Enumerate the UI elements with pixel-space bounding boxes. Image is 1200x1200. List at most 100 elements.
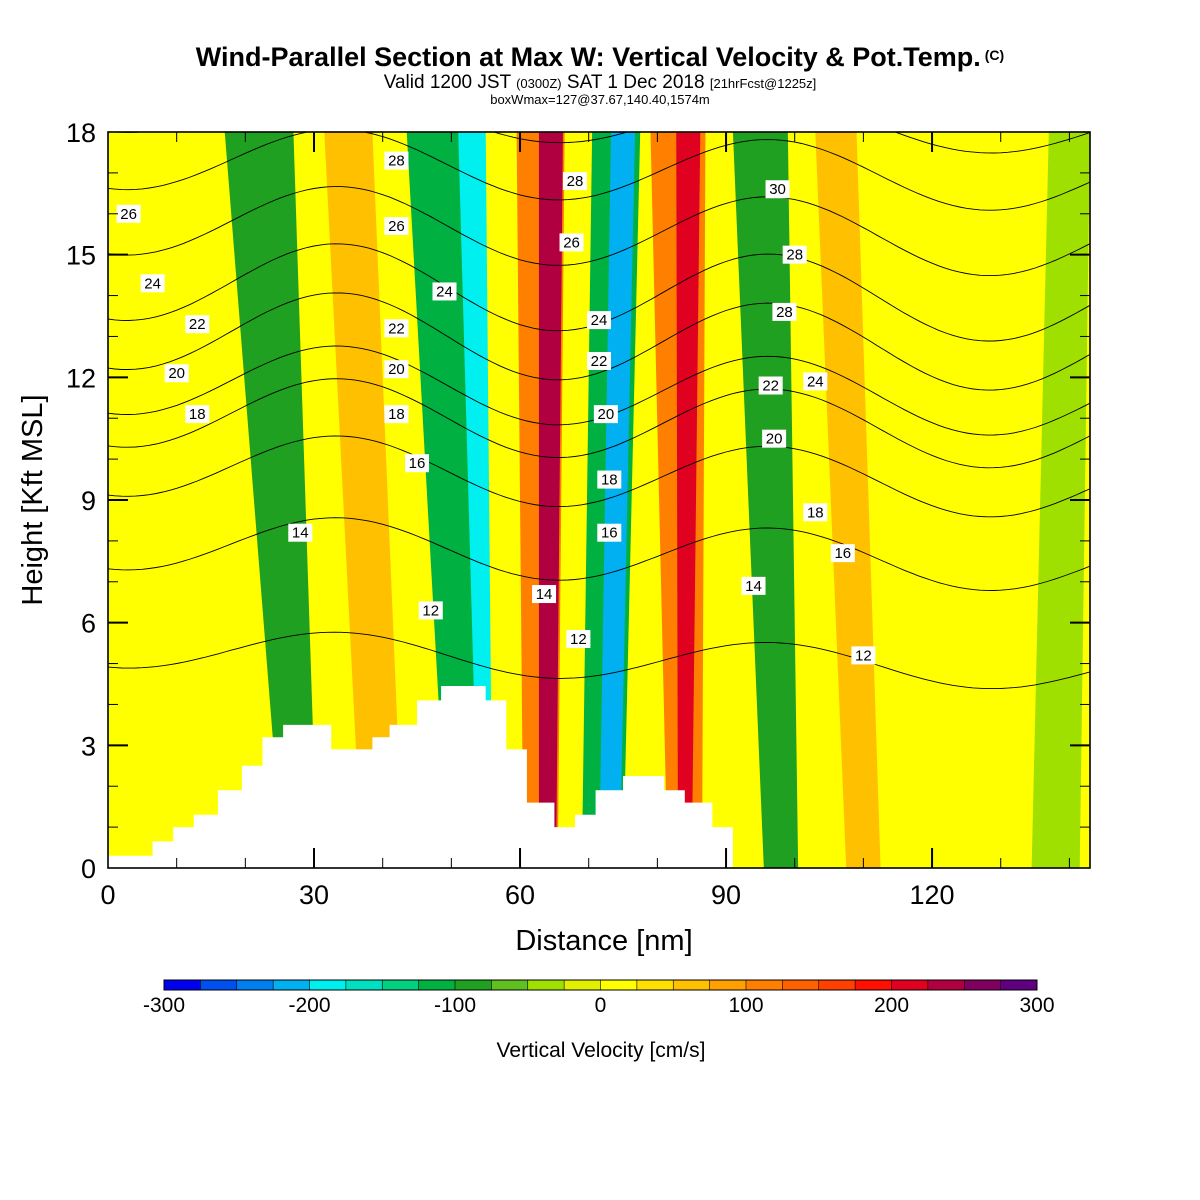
x-tick-label: 30 (299, 880, 329, 910)
contour-label-30: 16 (834, 545, 851, 562)
valid-date: SAT 1 Dec 2018 (566, 72, 705, 93)
contour-label-1: 24 (144, 275, 161, 292)
isentrope-12 (108, 631, 1090, 690)
contour-label-14: 28 (567, 173, 584, 190)
colorbar-tick-label: 200 (874, 994, 909, 1017)
contour-label-27: 24 (807, 373, 824, 390)
contour-label-21: 14 (536, 586, 553, 603)
colorbar-swatch-21 (927, 980, 965, 990)
colorbar-tick-label: 300 (1019, 994, 1054, 1017)
isentrope-16 (108, 435, 1090, 518)
contour-label-18: 20 (598, 406, 615, 423)
colorbar-tick-label: -100 (434, 994, 476, 1017)
contour-label-32: 12 (855, 647, 872, 664)
contour-label-5: 14 (292, 525, 309, 542)
velocity-band-5 (538, 132, 563, 868)
contour-label-box-14 (562, 172, 587, 191)
forecast-info: [21hrFcst@1225z] (709, 76, 817, 91)
contour-label-box-20 (597, 523, 622, 542)
contour-label-box-24 (782, 245, 807, 264)
isentrope-26 (108, 186, 1090, 277)
valid-utc: (0300Z) (516, 76, 562, 91)
contour-label-box-13 (418, 601, 443, 620)
contour-label-box-8 (432, 282, 457, 301)
contour-label-24: 28 (786, 247, 803, 264)
velocity-band-12 (1031, 132, 1090, 868)
contour-label-box-16 (587, 311, 611, 330)
y-tick-label: 12 (66, 363, 96, 393)
isentrope-18 (108, 378, 1090, 469)
velocity-band-1 (324, 132, 404, 868)
isentrope-14 (108, 517, 1090, 591)
colorbar-swatch-20 (891, 980, 929, 990)
y-tick-label: 3 (81, 731, 96, 761)
contour-label-4: 18 (189, 406, 206, 423)
contour-label-box-4 (185, 405, 210, 424)
contour-label-box-21 (532, 585, 557, 604)
colorbar-swatch-17 (782, 980, 820, 990)
contour-label-box-25 (772, 302, 797, 321)
contour-label-12: 16 (409, 455, 426, 472)
colorbar-swatch-7 (418, 980, 456, 990)
colorbar-swatch-18 (818, 980, 856, 990)
contour-label-0: 26 (120, 206, 137, 223)
contour-label-19: 18 (601, 472, 618, 489)
colorbar-label: Vertical Velocity [cm/s] (497, 1039, 706, 1062)
contour-label-box-5 (288, 523, 313, 542)
velocity-band-11 (815, 132, 881, 868)
colorbar-tick-label: -200 (288, 994, 330, 1017)
colorbar-swatch-19 (855, 980, 892, 990)
y-tick-label: 6 (81, 609, 96, 639)
contour-label-box-3 (164, 364, 189, 383)
contour-label-box-0 (116, 204, 141, 223)
colorbar-tick-label: -300 (143, 994, 185, 1017)
colorbar-swatch-23 (1000, 980, 1038, 990)
velocity-band-0 (224, 132, 318, 868)
x-tick-label: 120 (910, 880, 955, 910)
contour-label-10: 20 (388, 361, 405, 378)
contour-label-3: 20 (168, 365, 185, 382)
colorbar-swatch-11 (564, 980, 601, 990)
contour-label-22: 12 (570, 631, 587, 648)
colorbar-swatch-6 (382, 980, 420, 990)
colorbar-tick-label: 100 (728, 994, 763, 1017)
contour-label-box-31 (741, 576, 766, 595)
colorbar-swatch-9 (491, 980, 529, 990)
contour-label-15: 26 (563, 234, 580, 251)
colorbar-swatch-1 (200, 980, 238, 990)
chart-title-unit: (C) (984, 47, 1005, 63)
colorbar-swatch-16 (746, 980, 783, 990)
axis-ticks (108, 132, 1090, 868)
contour-label-6: 28 (388, 153, 405, 170)
chart-title-text: Wind-Parallel Section at Max W: Vertical… (195, 42, 981, 72)
contour-label-box-19 (597, 470, 622, 489)
box-info: boxWmax=127@37.67,140.40,1574m (490, 92, 710, 107)
colorbar-swatch-13 (636, 980, 674, 990)
colorbar-swatch-22 (964, 980, 1002, 990)
colorbar: -300 -200 -100 0 100 200 300 Vertical Velocity … (143, 979, 1055, 1062)
colorbar-swatch-4 (309, 980, 347, 990)
contour-label-13: 12 (422, 602, 439, 619)
contour-label-16: 24 (591, 312, 608, 329)
contour-label-box-11 (384, 405, 409, 424)
x-axis-label: Distance [nm] (515, 925, 692, 957)
x-tick-label: 60 (505, 880, 535, 910)
contour-label-box-9 (384, 319, 409, 338)
contour-label-7: 26 (388, 218, 405, 235)
y-tick-label: 9 (81, 486, 96, 516)
contour-label-28: 20 (766, 431, 783, 448)
isentrope-28 (108, 132, 1090, 211)
colorbar-swatch-12 (600, 980, 638, 990)
colorbar-swatch-5 (345, 980, 383, 990)
contour-label-box-17 (587, 351, 611, 370)
contour-label-box-29 (803, 503, 828, 522)
velocity-band-3 (458, 132, 493, 868)
contour-label-20: 16 (601, 525, 618, 542)
contour-label-box-7 (384, 217, 409, 236)
contour-label-box-30 (830, 544, 855, 563)
isentrope-22 (108, 292, 1090, 391)
velocity-band-9 (676, 132, 701, 868)
contour-label-box-26 (758, 376, 783, 395)
contour-label-29: 18 (807, 504, 824, 521)
